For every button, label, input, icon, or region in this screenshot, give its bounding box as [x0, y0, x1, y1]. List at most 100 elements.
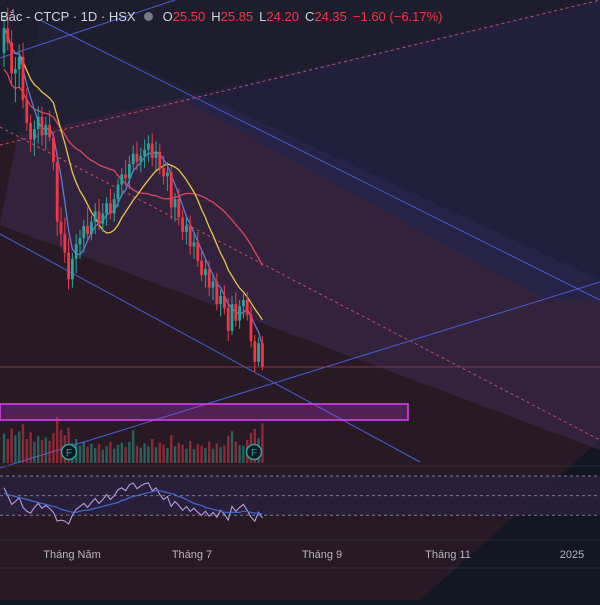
volume-bar [14, 435, 17, 463]
candle-body [169, 172, 173, 208]
channel-mid-dashed [0, 126, 600, 441]
candle-body [200, 260, 203, 276]
candle-body [105, 203, 108, 214]
candle-body [14, 69, 17, 74]
candle [74, 234, 78, 274]
volume-bar [147, 446, 150, 463]
candle-body [109, 203, 112, 214]
candle-body [154, 151, 158, 158]
candle-body [204, 269, 207, 276]
candle [52, 133, 55, 171]
candle [253, 334, 257, 373]
event-marker: F [60, 443, 78, 461]
symbol-title[interactable]: Bắc - CTCP · 1D · HSX [0, 8, 136, 24]
candle [67, 238, 70, 290]
candle-body [162, 168, 165, 177]
candle [109, 188, 112, 220]
volume-bar [59, 429, 63, 463]
change-value: −1.60 (−6.17%) [352, 8, 443, 24]
candle [169, 166, 173, 220]
candle [14, 56, 17, 103]
candle [207, 260, 211, 296]
volume-bar [208, 441, 211, 463]
close-value: 24.35 [314, 8, 347, 24]
volume-bar [90, 443, 93, 463]
open-key: O [162, 8, 173, 24]
volume-bar [238, 445, 241, 463]
volume-bar [151, 439, 154, 463]
candle [204, 258, 207, 288]
candle [150, 133, 154, 167]
fan-dashed-line [0, 0, 600, 146]
volume-bar [40, 439, 44, 463]
volume-bar [204, 448, 207, 463]
candle [215, 273, 219, 311]
candle-body [166, 172, 169, 177]
candle-body [139, 155, 143, 162]
candle-body [120, 174, 124, 185]
candle [154, 141, 158, 171]
candle-body [17, 56, 21, 70]
volume-bar [97, 444, 101, 463]
candle-body [196, 242, 200, 261]
close-key: C [304, 8, 315, 24]
candle [2, 15, 6, 68]
ma-mid-line [3, 27, 263, 321]
candle-body [147, 143, 150, 150]
candle [245, 291, 249, 321]
volume-bar [211, 448, 215, 463]
volume-bar [227, 435, 230, 463]
candle [44, 116, 48, 150]
volume-bar [44, 437, 47, 463]
volume-bar [135, 445, 139, 463]
candle [166, 161, 169, 191]
candle-body [249, 314, 253, 342]
candle [181, 209, 184, 241]
volume-bar [29, 432, 32, 463]
candle-body [177, 199, 181, 218]
candle [63, 217, 67, 263]
candle [55, 153, 59, 237]
volume-bar [94, 448, 97, 463]
volume-bar [18, 431, 21, 463]
volume-bar [78, 445, 82, 463]
candle-body [10, 42, 13, 74]
high-key: H [211, 8, 221, 24]
candle-body [78, 238, 82, 245]
candle [40, 106, 44, 146]
candle-body [124, 174, 127, 179]
candle-body [215, 281, 219, 305]
low-value: 24.20 [266, 8, 299, 24]
volume-bar [242, 445, 245, 463]
candle [90, 215, 93, 241]
symbol-legend: Bắc - CTCP · 1D · HSX O 25.50 H 25.85 L … [0, 6, 443, 26]
candle-body [242, 299, 245, 307]
candle [33, 120, 36, 156]
candle-body [261, 343, 264, 367]
candle-body [112, 199, 116, 214]
volume-bar [192, 449, 196, 463]
candle-body [21, 56, 25, 101]
candle [10, 30, 13, 86]
support-zone-box [0, 403, 409, 421]
candle [97, 199, 101, 230]
volume-bar [124, 447, 127, 463]
candle [249, 306, 253, 348]
candle-body [33, 129, 36, 140]
candle-body [55, 161, 59, 222]
candle-body [59, 221, 63, 235]
candle [261, 336, 264, 370]
candle [82, 219, 86, 253]
volume-bar [52, 433, 55, 463]
candle [257, 337, 260, 366]
event-marker-label: F [251, 448, 257, 459]
volume-bar [219, 447, 222, 463]
candle [135, 141, 139, 171]
candle [223, 285, 226, 315]
volume-bar [132, 430, 135, 463]
volume-bar [181, 444, 184, 463]
candle [196, 232, 200, 268]
candle [230, 295, 234, 335]
